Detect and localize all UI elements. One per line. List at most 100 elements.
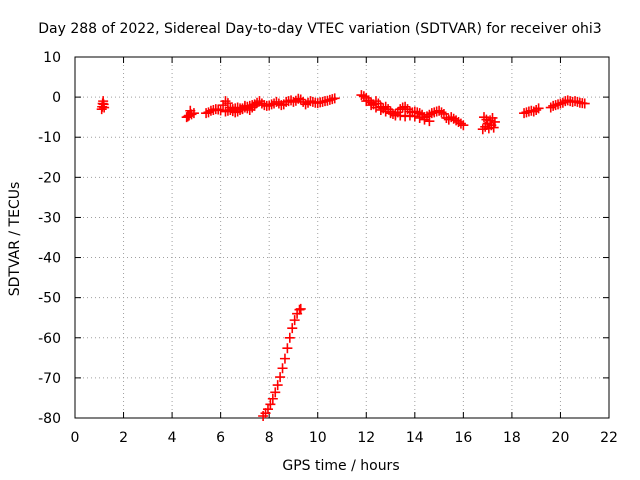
grid: [75, 57, 609, 418]
data-point: [295, 303, 306, 314]
data-point: [553, 99, 564, 110]
y-tick-label: -70: [38, 371, 61, 387]
data-point: [184, 110, 195, 121]
data-point: [242, 101, 253, 112]
data-point: [570, 96, 581, 107]
data-point: [526, 105, 537, 116]
data-point: [252, 97, 263, 108]
data-point: [264, 100, 275, 111]
data-point: [324, 94, 335, 105]
data-points: [96, 90, 590, 421]
data-point: [265, 399, 276, 410]
data-point: [237, 104, 248, 115]
data-point: [262, 404, 273, 415]
data-point: [404, 110, 415, 121]
data-point: [533, 103, 544, 114]
data-point: [275, 372, 286, 383]
data-point: [329, 93, 340, 104]
series-seg-5: [356, 90, 469, 131]
data-point: [235, 103, 246, 114]
x-tick-label: 22: [600, 430, 618, 446]
x-tick-label: 12: [357, 430, 375, 446]
x-tick-label: 8: [265, 430, 274, 446]
data-point: [220, 96, 231, 107]
data-point: [290, 95, 301, 106]
y-axis-label: SDTVAR / TECUs: [7, 182, 23, 297]
data-point: [282, 343, 293, 354]
series-seg-6: [361, 96, 435, 127]
data-point: [225, 104, 236, 115]
data-point: [380, 106, 391, 117]
plot-frame: [74, 56, 610, 419]
x-tick-label: 2: [119, 430, 128, 446]
data-point: [443, 114, 454, 125]
series-seg-2: [181, 105, 199, 123]
data-point: [312, 98, 323, 109]
data-point: [201, 108, 212, 119]
data-point: [579, 98, 590, 109]
y-tick-label: -80: [38, 411, 61, 427]
data-point: [572, 96, 583, 107]
data-point: [327, 94, 338, 105]
data-point: [305, 96, 316, 107]
data-point: [477, 124, 488, 135]
y-tick-label: 10: [43, 50, 61, 66]
data-point: [185, 105, 196, 116]
data-point: [266, 99, 277, 110]
y-tick-label: -30: [38, 210, 61, 226]
data-point: [375, 104, 386, 115]
data-point: [222, 105, 233, 116]
data-point: [557, 97, 568, 108]
data-point: [203, 107, 214, 118]
data-point: [409, 111, 420, 122]
data-point: [317, 96, 328, 107]
data-point: [455, 118, 466, 129]
data-point: [322, 95, 333, 106]
x-tick-label: 16: [454, 430, 472, 446]
x-tick-label: 20: [552, 430, 570, 446]
data-point: [298, 96, 309, 107]
data-point: [99, 102, 110, 113]
data-point: [519, 108, 530, 119]
data-point: [397, 102, 408, 113]
data-point: [431, 106, 442, 117]
data-point: [441, 112, 452, 123]
data-point: [270, 387, 281, 398]
data-point: [205, 105, 216, 116]
data-point: [247, 100, 258, 111]
x-tick-label: 14: [406, 430, 424, 446]
data-point: [256, 98, 267, 109]
data-point: [555, 98, 566, 109]
data-point: [220, 106, 231, 117]
data-point: [385, 108, 396, 119]
data-point: [395, 110, 406, 121]
data-point: [562, 95, 573, 106]
data-point: [488, 122, 499, 133]
data-point: [426, 108, 437, 119]
axis-ticks: 0 2 4 6 8 10 12 14 16 18 20 22 -80 -70 -60 -50 -40 -30 -20…: [38, 50, 618, 446]
x-tick-label: 18: [503, 430, 521, 446]
data-point: [370, 102, 381, 113]
data-point: [273, 98, 284, 109]
y-tick-label: -50: [38, 291, 61, 307]
data-point: [390, 108, 401, 119]
data-point: [182, 111, 193, 122]
y-tick-label: -60: [38, 331, 61, 347]
data-point: [400, 111, 411, 122]
data-point: [249, 99, 260, 110]
data-point: [400, 101, 411, 112]
data-point: [424, 116, 435, 127]
y-tick-label: -40: [38, 251, 61, 267]
series-seg-9: [545, 95, 590, 113]
data-point: [239, 102, 250, 113]
data-point: [481, 114, 492, 125]
data-point: [279, 353, 290, 364]
data-point: [550, 100, 561, 111]
data-point: [478, 112, 489, 123]
data-point: [244, 100, 255, 111]
data-point: [531, 104, 542, 115]
x-tick-label: 4: [168, 430, 177, 446]
data-point: [419, 114, 430, 125]
y-tick-label: -20: [38, 170, 61, 186]
